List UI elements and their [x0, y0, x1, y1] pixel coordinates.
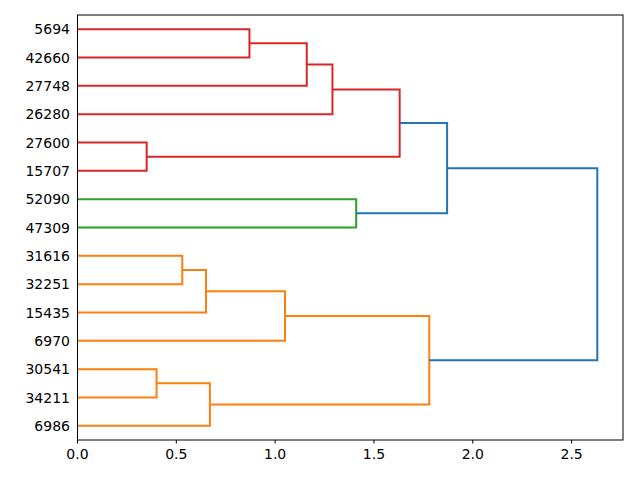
leaf-label-27748: 27748 — [0, 79, 70, 93]
leaf-label-30541: 30541 — [0, 362, 70, 376]
dendrogram-link-merge-plus-26280 — [78, 65, 333, 115]
dendrogram-canvas — [0, 0, 640, 480]
leaf-label-27600: 27600 — [0, 136, 70, 150]
leaf-label-52090: 52090 — [0, 192, 70, 206]
x-tick-label-2.5: 2.5 — [542, 447, 602, 461]
dendrogram-link-red-cluster-root — [147, 89, 400, 156]
dendrogram-link-dendrogram-root — [429, 168, 597, 360]
dendrogram-link-merge-27600-15707 — [78, 143, 147, 171]
dendrogram-link-merge-plus-6986 — [78, 383, 210, 426]
dendrogram-figure: 5694 42660 27748 26280 27600 15707 52090 47309 3… — [0, 0, 640, 480]
leaf-label-31616: 31616 — [0, 249, 70, 263]
dendrogram-link-merge-plus-15435 — [78, 270, 206, 313]
leaf-label-5694: 5694 — [0, 22, 70, 36]
leaf-label-15435: 15435 — [0, 306, 70, 320]
leaf-label-32251: 32251 — [0, 277, 70, 291]
dendrogram-link-merge-52090-47309 — [78, 199, 357, 227]
dendrogram-link-orange-cluster-root — [210, 316, 429, 405]
x-tick-label-1.0: 1.0 — [245, 447, 305, 461]
leaf-label-15707: 15707 — [0, 164, 70, 178]
dendrogram-link-merge-plus-6970 — [78, 291, 286, 341]
leaf-label-6970: 6970 — [0, 334, 70, 348]
dendrogram-link-merge-31616-32251 — [78, 256, 183, 284]
x-tick-label-2.0: 2.0 — [443, 447, 503, 461]
x-tick-label-1.5: 1.5 — [344, 447, 404, 461]
leaf-label-6986: 6986 — [0, 419, 70, 433]
leaf-label-34211: 34211 — [0, 391, 70, 405]
x-tick-label-0.5: 0.5 — [146, 447, 206, 461]
x-tick-label-0.0: 0.0 — [48, 447, 108, 461]
dendrogram-link-merge-30541-34211 — [78, 369, 157, 397]
dendrogram-link-merge-5694-42660 — [78, 29, 250, 57]
dendrogram-link-merge-plus-27748 — [78, 43, 307, 86]
leaf-label-42660: 42660 — [0, 51, 70, 65]
dendrogram-screenshot: { "chart_data": { "type": "dendrogram", … — [0, 0, 640, 480]
leaf-label-47309: 47309 — [0, 221, 70, 235]
dendrogram-link-merge-red-green — [356, 123, 447, 213]
leaf-label-26280: 26280 — [0, 107, 70, 121]
